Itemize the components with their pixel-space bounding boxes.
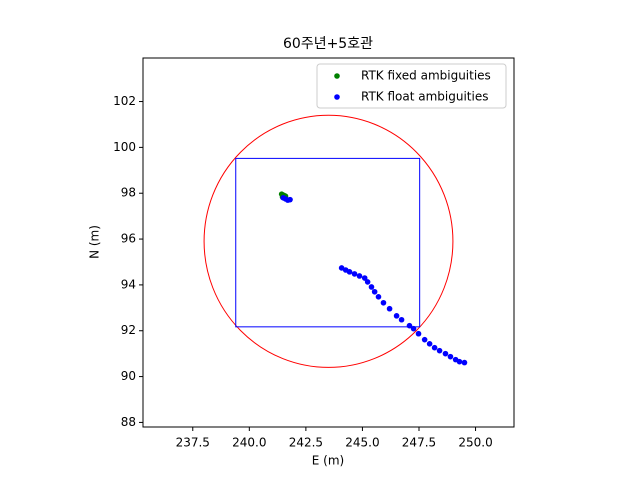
x-axis-label: E (m) <box>312 454 344 468</box>
y-axis-label: N (m) <box>88 225 102 259</box>
y-tick-label: 98 <box>121 186 136 200</box>
y-tick-label: 100 <box>113 140 136 154</box>
rectangle-boundary <box>235 157 421 328</box>
point <box>436 347 443 354</box>
point <box>415 330 422 337</box>
point <box>375 294 382 300</box>
point <box>368 284 375 290</box>
point <box>406 322 413 329</box>
point <box>431 344 438 351</box>
point <box>371 288 378 295</box>
legend-label: RTK fixed ambiguities <box>361 69 491 83</box>
point <box>351 271 358 277</box>
circle-boundary <box>203 114 454 368</box>
x-tick-label: 237.5 <box>176 436 210 450</box>
point <box>386 305 393 312</box>
legend-box <box>316 63 507 109</box>
chart-title: 60주년+5호관 <box>283 36 373 52</box>
point <box>380 299 387 306</box>
y-tick-label: 92 <box>121 323 136 337</box>
point <box>461 359 468 366</box>
point <box>442 350 449 357</box>
y-tick-label: 102 <box>113 94 136 108</box>
legend-marker <box>334 73 340 79</box>
plot-frame <box>142 57 515 428</box>
point <box>356 273 363 279</box>
point <box>346 269 353 275</box>
x-tick-label: 245.0 <box>345 436 379 450</box>
y-tick-label: 90 <box>121 369 136 383</box>
point <box>287 196 293 203</box>
point <box>421 336 428 343</box>
x-tick-label: 240.0 <box>232 436 266 450</box>
point <box>426 341 433 347</box>
legend-label: RTK float ambiguities <box>361 90 488 104</box>
point <box>398 316 405 323</box>
point <box>393 313 400 319</box>
x-tick-label: 247.5 <box>402 436 436 450</box>
point <box>456 358 463 365</box>
point <box>361 275 368 281</box>
x-tick-label: 250.0 <box>458 436 492 450</box>
y-tick-label: 88 <box>121 415 136 429</box>
y-tick-label: 94 <box>121 277 136 291</box>
y-tick-label: 96 <box>121 232 136 246</box>
point <box>447 353 454 360</box>
x-tick-label: 242.5 <box>289 436 323 450</box>
point <box>364 279 371 285</box>
legend-marker <box>334 94 340 100</box>
point <box>410 325 417 332</box>
